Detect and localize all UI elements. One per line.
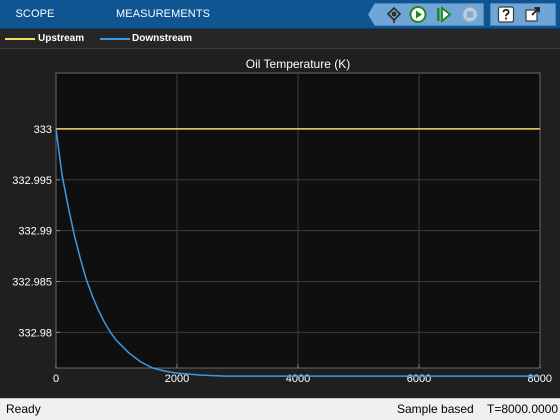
highlight-signal-button[interactable]	[384, 5, 404, 24]
status-mode: Sample based	[397, 402, 474, 416]
x-grid	[55, 73, 541, 368]
tab-measurements[interactable]: MEASUREMENTS	[116, 8, 211, 20]
legend-label-upstream[interactable]: Upstream	[38, 33, 85, 44]
undock-icon	[525, 7, 540, 22]
tab-scope[interactable]: SCOPE	[15, 8, 55, 20]
status-bar: Ready Sample based T=8000.0000	[0, 398, 560, 420]
legend: Upstream Downstream	[0, 29, 560, 49]
y-tick-label: 333	[34, 124, 52, 136]
oil-temperature-chart[interactable]: Oil Temperature (K) 0 2000 4000 6000 8000 33…	[0, 50, 560, 398]
run-button[interactable]	[408, 5, 428, 24]
step-forward-icon	[437, 6, 452, 23]
stop-icon	[461, 6, 479, 23]
y-tick-label: 332.985	[12, 277, 52, 289]
undock-button[interactable]	[523, 5, 543, 24]
run-icon	[409, 6, 427, 23]
series-layer	[55, 128, 540, 377]
y-tick-label: 332.99	[18, 226, 52, 238]
chart-title: Oil Temperature (K)	[246, 57, 350, 71]
status-ready: Ready	[6, 402, 41, 416]
legend-label-downstream[interactable]: Downstream	[132, 33, 193, 44]
legend-swatch-downstream	[100, 38, 130, 40]
x-tick-labels: 0 2000 4000 6000 8000	[53, 373, 552, 385]
y-tick-label: 332.98	[18, 327, 52, 339]
x-tick-label: 8000	[528, 373, 552, 385]
help-icon	[497, 6, 515, 23]
toolstrip: SCOPE MEASUREMENTS	[0, 0, 560, 29]
y-tick-label: 332.995	[12, 175, 52, 187]
help-button[interactable]	[496, 5, 516, 24]
series-line-downstream[interactable]	[55, 128, 540, 377]
x-tick-label: 4000	[286, 373, 310, 385]
step-forward-button[interactable]	[433, 5, 453, 24]
highlight-signal-icon	[386, 6, 402, 23]
x-tick-label: 0	[53, 373, 59, 385]
x-tick-label: 6000	[407, 373, 431, 385]
scope-display: Oil Temperature (K) 0 2000 4000 6000 8000 33…	[0, 50, 560, 398]
legend-swatch-upstream	[5, 38, 35, 40]
x-tick-label: 2000	[165, 373, 189, 385]
stop-button[interactable]	[460, 5, 480, 24]
status-time: T=8000.0000	[487, 402, 559, 416]
y-tick-labels: 332.98 332.985 332.99 332.995 333	[12, 124, 52, 339]
